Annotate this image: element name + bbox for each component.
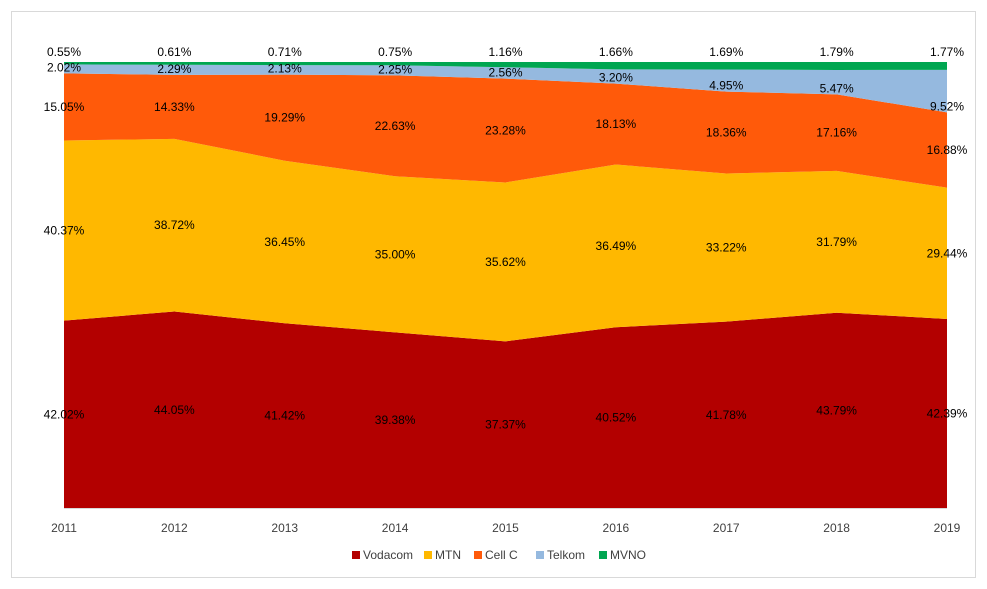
legend-swatch-cell-c (474, 551, 482, 559)
legend-label-cell-c: Cell C (485, 548, 518, 562)
data-label-telkom: 2.13% (268, 62, 302, 76)
data-label-vodacom: 44.05% (154, 403, 195, 417)
data-label-vodacom: 43.79% (816, 403, 857, 417)
data-label-telkom: 2.02% (47, 60, 81, 74)
data-label-cell-c: 19.29% (264, 111, 305, 125)
data-label-cell-c: 16.88% (927, 143, 968, 157)
data-label-telkom: 4.95% (709, 79, 743, 93)
data-label-vodacom: 37.37% (485, 418, 526, 432)
data-label-mvno: 0.61% (157, 45, 191, 59)
legend-swatch-mvno (599, 551, 607, 559)
data-label-mtn: 35.00% (375, 247, 416, 261)
legend-label-vodacom: Vodacom (363, 548, 413, 562)
data-label-mvno: 1.79% (820, 45, 854, 59)
area-cell-c (64, 73, 947, 188)
x-tick-label: 2011 (51, 521, 77, 535)
data-label-vodacom: 41.42% (264, 409, 305, 423)
data-label-mtn: 29.44% (927, 246, 968, 260)
data-label-mtn: 36.45% (264, 235, 305, 249)
area-telkom (64, 64, 947, 113)
x-tick-label: 2019 (934, 521, 961, 535)
data-label-telkom: 2.25% (378, 62, 412, 76)
data-label-mvno: 0.71% (268, 45, 302, 59)
data-label-mtn: 40.37% (44, 224, 85, 238)
data-label-telkom: 3.20% (599, 71, 633, 85)
data-label-mvno: 1.16% (488, 45, 522, 59)
legend-swatch-vodacom (352, 551, 360, 559)
data-label-telkom: 5.47% (820, 81, 854, 95)
data-label-mvno: 0.75% (378, 45, 412, 59)
data-label-vodacom: 41.78% (706, 408, 747, 422)
data-label-vodacom: 42.02% (44, 407, 85, 421)
data-label-mtn: 36.49% (596, 239, 637, 253)
data-label-cell-c: 18.36% (706, 126, 747, 140)
data-label-cell-c: 15.05% (44, 100, 85, 114)
data-label-mtn: 38.72% (154, 218, 195, 232)
x-tick-label: 2016 (603, 521, 630, 535)
data-label-mvno: 1.69% (709, 45, 743, 59)
data-label-cell-c: 23.28% (485, 124, 526, 138)
legend-label-telkom: Telkom (547, 548, 585, 562)
data-label-mtn: 35.62% (485, 255, 526, 269)
area-mvno (64, 61, 947, 70)
x-tick-label: 2018 (823, 521, 850, 535)
x-tick-label: 2015 (492, 521, 519, 535)
data-label-vodacom: 40.52% (596, 411, 637, 425)
legend-label-mvno: MVNO (610, 548, 646, 562)
area-vodacom (64, 311, 947, 508)
data-label-mvno: 0.55% (47, 45, 81, 59)
data-label-cell-c: 17.16% (816, 126, 857, 140)
data-label-mtn: 33.22% (706, 241, 747, 255)
x-tick-label: 2017 (713, 521, 740, 535)
data-label-mvno: 1.66% (599, 45, 633, 59)
data-label-vodacom: 42.39% (927, 406, 968, 420)
data-label-telkom: 9.52% (930, 99, 964, 113)
data-label-telkom: 2.56% (488, 66, 522, 80)
data-label-mvno: 1.77% (930, 45, 964, 59)
x-tick-label: 2014 (382, 521, 409, 535)
legend-swatch-mtn (424, 551, 432, 559)
data-label-cell-c: 14.33% (154, 100, 195, 114)
legend-swatch-telkom (536, 551, 544, 559)
x-tick-label: 2012 (161, 521, 188, 535)
data-label-vodacom: 39.38% (375, 413, 416, 427)
data-label-cell-c: 18.13% (596, 117, 637, 131)
x-tick-label: 2013 (271, 521, 298, 535)
legend-label-mtn: MTN (435, 548, 461, 562)
data-label-telkom: 2.29% (157, 62, 191, 76)
data-label-mtn: 31.79% (816, 235, 857, 249)
data-label-cell-c: 22.63% (375, 119, 416, 133)
area-mtn (64, 138, 947, 342)
